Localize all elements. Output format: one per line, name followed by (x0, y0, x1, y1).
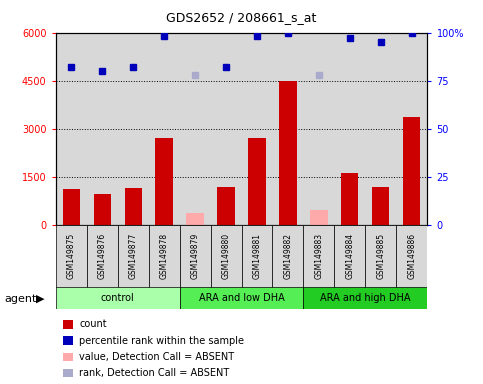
Text: ▶: ▶ (36, 294, 45, 304)
Bar (56, 287, 180, 309)
Bar (372, 187, 389, 225)
Text: rank, Detection Call = ABSENT: rank, Detection Call = ABSENT (79, 368, 229, 378)
Bar (56, 225, 86, 288)
Bar (62, 189, 80, 225)
Text: ARA and low DHA: ARA and low DHA (199, 293, 284, 303)
Text: GSM149886: GSM149886 (408, 233, 416, 280)
Bar (211, 225, 242, 288)
Bar (366, 225, 397, 288)
Bar (156, 138, 172, 225)
Text: count: count (79, 319, 107, 329)
Text: GSM149875: GSM149875 (67, 233, 75, 280)
Bar (341, 174, 358, 225)
Text: control: control (100, 293, 134, 303)
Text: GSM149879: GSM149879 (190, 233, 199, 280)
Bar (334, 225, 366, 288)
Text: GSM149877: GSM149877 (128, 233, 138, 280)
Bar (86, 225, 117, 288)
Text: GSM149883: GSM149883 (314, 233, 324, 280)
Bar (303, 287, 427, 309)
Text: percentile rank within the sample: percentile rank within the sample (79, 336, 244, 346)
Bar (180, 287, 303, 309)
Bar (272, 225, 303, 288)
Bar (117, 225, 149, 288)
Bar (397, 225, 427, 288)
Bar (149, 225, 180, 288)
Bar (180, 225, 211, 288)
Bar (217, 187, 235, 225)
Text: GDS2652 / 208661_s_at: GDS2652 / 208661_s_at (166, 12, 317, 25)
Bar (248, 138, 266, 225)
Text: GSM149876: GSM149876 (98, 233, 107, 280)
Bar (403, 118, 421, 225)
Text: agent: agent (5, 294, 37, 304)
Text: GSM149882: GSM149882 (284, 233, 293, 279)
Text: value, Detection Call = ABSENT: value, Detection Call = ABSENT (79, 352, 234, 362)
Text: GSM149885: GSM149885 (376, 233, 385, 280)
Text: GSM149878: GSM149878 (159, 233, 169, 280)
Text: GSM149884: GSM149884 (345, 233, 355, 280)
Text: GSM149881: GSM149881 (253, 233, 261, 279)
Bar (242, 225, 272, 288)
Text: GSM149880: GSM149880 (222, 233, 230, 280)
Bar (94, 194, 111, 225)
Text: ARA and high DHA: ARA and high DHA (320, 293, 411, 303)
Bar (303, 225, 334, 288)
Bar (311, 210, 327, 225)
Bar (186, 214, 203, 225)
Bar (125, 188, 142, 225)
Bar (280, 81, 297, 225)
